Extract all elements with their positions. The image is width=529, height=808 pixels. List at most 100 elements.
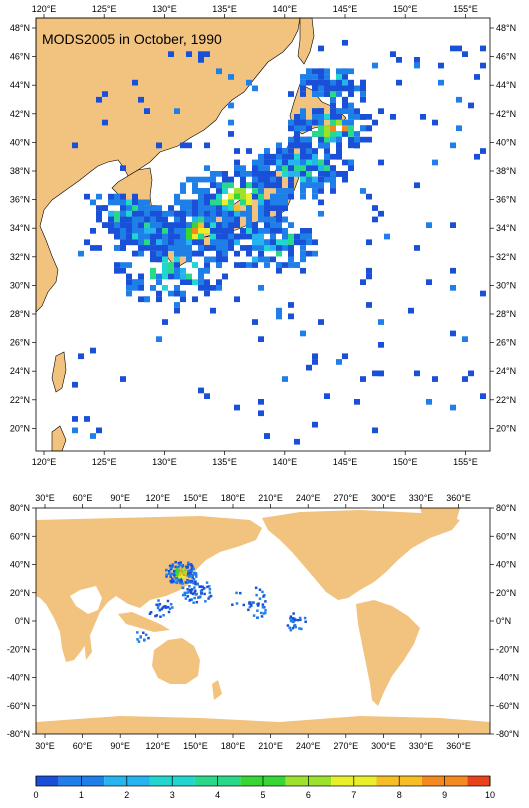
observation-cell	[438, 62, 444, 69]
observation-cell	[196, 596, 200, 599]
observation-cell	[132, 222, 138, 228]
observation-cell	[190, 563, 193, 566]
observation-cell	[276, 188, 282, 194]
colorbar-segment	[149, 776, 173, 786]
observation-cell	[192, 216, 198, 223]
observation-cell	[258, 285, 264, 291]
observation-cell	[183, 593, 187, 597]
observation-cell	[209, 594, 213, 598]
observation-cell	[190, 598, 193, 601]
observation-cell	[216, 256, 222, 263]
observation-cell	[372, 205, 378, 211]
observation-cell	[204, 262, 210, 268]
observation-cell	[262, 612, 266, 615]
observation-cell	[180, 250, 186, 257]
observation-cell	[264, 165, 270, 171]
observation-cell	[228, 205, 234, 211]
observation-cell	[204, 228, 210, 234]
global-lat-label-right: -80°N	[496, 729, 519, 739]
observation-cell	[198, 233, 204, 240]
observation-cell	[252, 256, 258, 263]
observation-cell	[414, 62, 420, 69]
observation-cell	[168, 51, 174, 57]
observation-cell	[255, 593, 258, 597]
observation-cell	[176, 565, 179, 569]
observation-cell	[240, 228, 246, 234]
observation-cell	[186, 595, 190, 598]
observation-cell	[150, 216, 156, 223]
observation-cell	[228, 102, 234, 109]
observation-cell	[306, 228, 312, 234]
observation-cell	[126, 216, 132, 223]
observation-cell	[114, 193, 120, 200]
observation-cell	[168, 290, 174, 297]
observation-cell	[234, 233, 240, 240]
observation-cell	[186, 588, 189, 591]
observation-cell	[78, 250, 84, 257]
observation-cell	[204, 245, 210, 251]
observation-cell	[254, 586, 258, 590]
observation-cell	[162, 262, 168, 268]
observation-cell	[372, 427, 378, 434]
observation-cell	[336, 91, 342, 97]
observation-cell	[318, 68, 324, 75]
global-lon-label-top: 150°E	[183, 493, 208, 503]
observation-cell	[312, 359, 318, 365]
observation-cell	[246, 171, 252, 177]
observation-cell	[246, 79, 252, 86]
observation-cell	[264, 199, 270, 206]
observation-cell	[282, 205, 288, 211]
observation-cell	[270, 153, 276, 160]
observation-cell	[300, 148, 306, 154]
observation-cell	[222, 273, 228, 280]
observation-cell	[276, 142, 282, 149]
global-lon-label-top: 300°E	[371, 493, 396, 503]
observation-cell	[262, 595, 265, 598]
observation-cell	[169, 575, 172, 578]
observation-cell	[242, 603, 246, 607]
observation-cell	[138, 210, 144, 217]
top-lat-label-right: 34°N	[496, 223, 516, 233]
observation-cell	[174, 222, 180, 228]
observation-cell	[192, 239, 198, 246]
observation-cell	[276, 153, 282, 160]
observation-cell	[175, 570, 179, 574]
observation-cell	[324, 74, 330, 80]
observation-cell	[324, 171, 330, 177]
observation-cell	[96, 96, 102, 103]
observation-cell	[193, 591, 196, 595]
land-south-america	[356, 600, 420, 706]
observation-cell	[190, 564, 193, 568]
observation-cell	[108, 216, 114, 223]
observation-cell	[234, 239, 240, 246]
observation-cell	[102, 205, 108, 211]
observation-cell	[210, 199, 216, 206]
top-lat-label-left: 34°N	[10, 223, 30, 233]
observation-cell	[312, 239, 318, 246]
top-lat-label-right: 48°N	[496, 23, 516, 33]
observation-cell	[468, 370, 474, 377]
observation-cell	[270, 228, 276, 234]
observation-cell	[258, 250, 264, 257]
observation-cell	[84, 239, 90, 246]
observation-cell	[360, 136, 366, 143]
observation-cell	[366, 193, 372, 200]
top-lat-label-left: 24°N	[10, 366, 30, 376]
observation-cell	[156, 279, 162, 285]
observation-cell	[174, 250, 180, 257]
observation-cell	[175, 581, 178, 585]
observation-cell	[318, 91, 324, 97]
observation-cell	[198, 267, 204, 274]
observation-cell	[192, 577, 196, 581]
observation-cell	[114, 245, 120, 251]
observation-cell	[240, 233, 246, 240]
observation-cell	[164, 606, 168, 609]
observation-cell	[264, 176, 270, 183]
observation-cell	[234, 222, 240, 228]
indian-ocean-inlet	[70, 586, 102, 614]
observation-cell	[234, 165, 240, 171]
observation-cell	[336, 131, 342, 137]
observation-cell	[144, 199, 150, 206]
observation-cell	[192, 296, 198, 303]
top-lat-label-left: 44°N	[10, 80, 30, 90]
